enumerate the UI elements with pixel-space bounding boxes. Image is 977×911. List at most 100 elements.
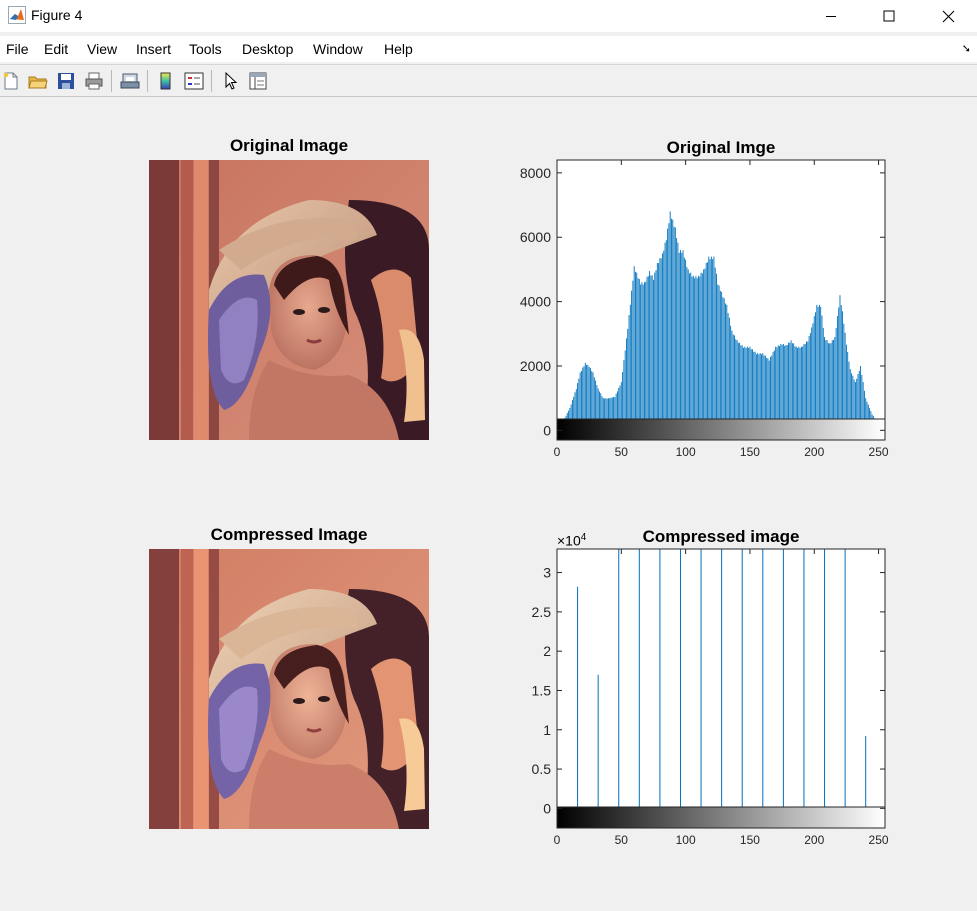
histogram-bar xyxy=(798,346,800,431)
histogram-bar xyxy=(740,345,742,431)
title-bar: Figure 4 xyxy=(0,0,977,32)
histogram-bar xyxy=(662,253,663,431)
histogram-bar xyxy=(825,339,827,431)
histogram-bar xyxy=(579,372,581,431)
edit-plot-pointer-icon xyxy=(225,71,238,90)
histogram-bar xyxy=(743,347,744,431)
edit-plot-button[interactable] xyxy=(220,70,242,92)
histogram-bar xyxy=(624,350,626,431)
histogram-bar xyxy=(707,262,708,431)
histogram-bar xyxy=(735,339,737,431)
histogram-bar xyxy=(797,347,798,431)
histogram-bar xyxy=(748,347,750,431)
histogram-bar xyxy=(734,335,735,431)
x-tick-label: 0 xyxy=(554,833,561,847)
histogram-bars xyxy=(556,549,867,809)
minimize-button[interactable] xyxy=(808,0,854,32)
x-tick-label: 100 xyxy=(676,833,696,847)
open-file-icon xyxy=(28,76,48,89)
menu-view[interactable]: View xyxy=(87,41,118,57)
link-plot-button[interactable] xyxy=(119,70,141,92)
maximize-icon xyxy=(883,10,895,22)
histogram-bar xyxy=(843,323,845,431)
histogram-bar xyxy=(766,358,768,431)
subplot-title-compressed-histogram: Compressed image xyxy=(642,527,800,546)
histogram-bar xyxy=(600,393,602,431)
histogram-bar xyxy=(866,401,868,431)
insert-legend-button[interactable] xyxy=(183,70,205,92)
menu-insert[interactable]: Insert xyxy=(136,41,172,57)
plot-area xyxy=(557,549,885,828)
dock-figure-icon[interactable]: ➘ xyxy=(961,43,971,55)
menu-file[interactable]: File xyxy=(6,41,29,57)
histogram-bar xyxy=(741,345,743,431)
histogram-bar xyxy=(788,342,789,431)
histogram-bar xyxy=(848,361,850,431)
histogram-bar xyxy=(698,275,699,431)
print-button[interactable] xyxy=(83,70,105,92)
toolbar-separator xyxy=(147,70,148,92)
menu-tools[interactable]: Tools xyxy=(189,41,222,57)
insert-colorbar-button[interactable] xyxy=(155,70,177,92)
y-tick-label: 1 xyxy=(543,722,551,738)
histogram-bar xyxy=(617,391,618,431)
menu-edit[interactable]: Edit xyxy=(44,41,69,57)
histogram-bar xyxy=(676,238,678,431)
save-button[interactable] xyxy=(55,70,77,92)
histogram-bar xyxy=(736,340,738,431)
close-button[interactable] xyxy=(925,0,971,32)
histogram-bar xyxy=(777,345,779,431)
menu-help[interactable]: Help xyxy=(384,41,413,57)
histogram-bar xyxy=(808,335,810,431)
histogram-bar xyxy=(686,267,688,431)
histogram-bar xyxy=(714,267,716,431)
histogram-bar xyxy=(645,281,647,431)
histogram-bar xyxy=(669,211,671,431)
property-inspector-button[interactable] xyxy=(247,70,269,92)
histogram-bar xyxy=(678,252,680,431)
histogram-bar xyxy=(758,354,760,431)
histogram-bar xyxy=(816,304,818,431)
histogram-bar xyxy=(615,393,617,431)
histogram-bar xyxy=(757,353,759,431)
histogram-bar xyxy=(759,353,761,431)
histogram-bar xyxy=(800,346,802,431)
histogram-bar xyxy=(644,282,645,431)
histogram-bar xyxy=(570,404,572,431)
x-tick-label: 50 xyxy=(615,833,629,847)
histogram-bar xyxy=(716,273,717,431)
histogram-bar xyxy=(685,259,687,431)
histogram-bar xyxy=(835,328,837,431)
histogram-bar xyxy=(737,342,739,431)
histogram-bar xyxy=(618,387,620,431)
histogram-bar xyxy=(862,382,864,431)
histogram-bar xyxy=(653,279,654,431)
histogram-bar xyxy=(728,317,730,431)
histogram-bar xyxy=(605,398,607,431)
open-file-button[interactable] xyxy=(27,70,49,92)
histogram-bar xyxy=(815,312,816,431)
close-icon xyxy=(942,10,954,22)
histogram-bar xyxy=(854,382,856,431)
histogram-bar xyxy=(776,347,778,431)
histogram-bar xyxy=(592,372,594,431)
figure-canvas: Original Image xyxy=(0,98,977,911)
histogram-bar xyxy=(849,369,851,431)
histogram-bar xyxy=(827,343,829,431)
menu-window[interactable]: Window xyxy=(313,41,363,57)
histogram-bars xyxy=(556,211,886,431)
histogram-bar xyxy=(640,284,642,431)
x-tick-label: 0 xyxy=(554,445,561,459)
new-figure-button[interactable] xyxy=(0,70,22,92)
histogram-bar xyxy=(680,250,681,431)
maximize-button[interactable] xyxy=(866,0,912,32)
print-icon xyxy=(85,72,103,90)
menu-desktop[interactable]: Desktop xyxy=(242,41,294,57)
histogram-bar xyxy=(595,380,597,431)
histogram-bar xyxy=(692,275,694,431)
histogram-bar xyxy=(746,346,748,431)
histogram-bar xyxy=(780,344,782,431)
histogram-bar xyxy=(764,355,766,431)
y-axis-exponent-label: ×104 xyxy=(557,532,587,549)
histogram-bar xyxy=(613,396,615,431)
